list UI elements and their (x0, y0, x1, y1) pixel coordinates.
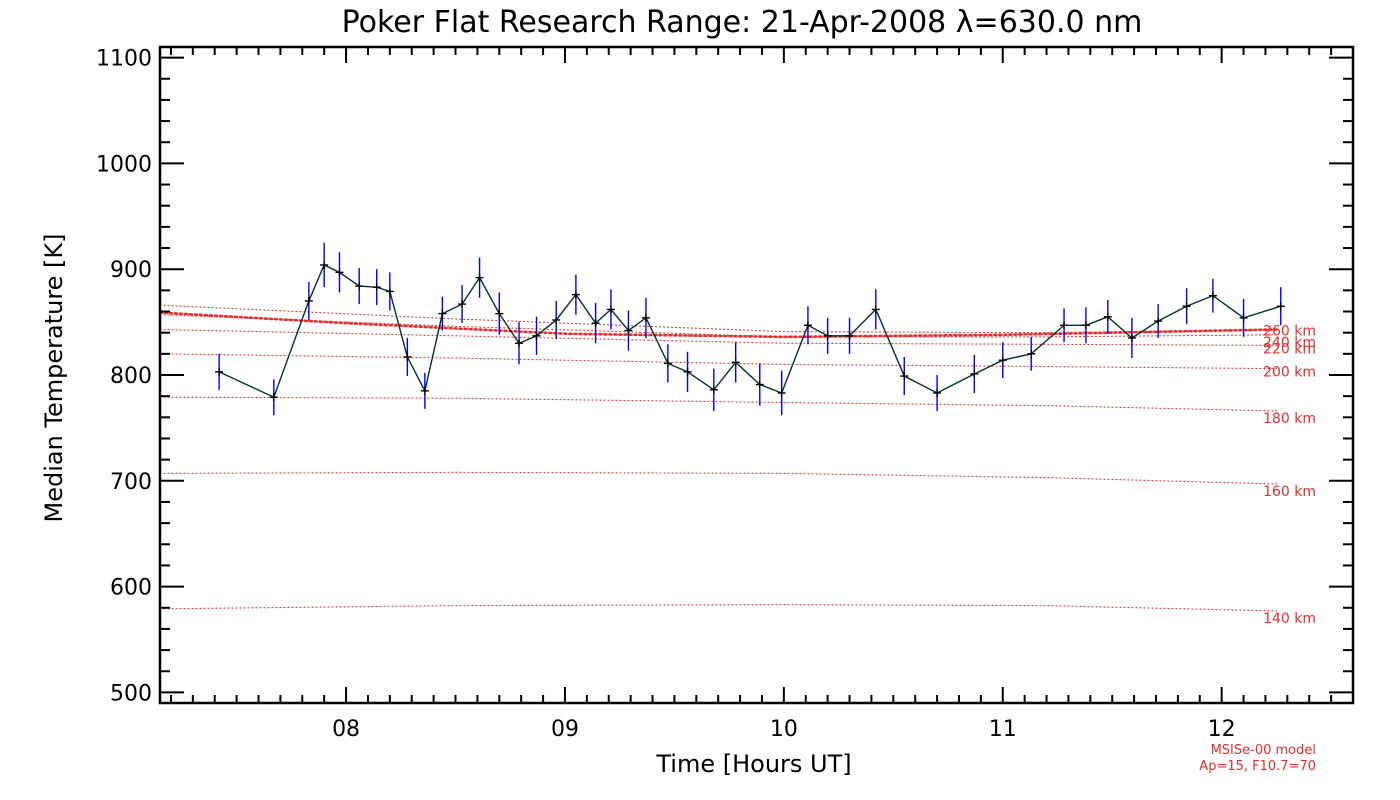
data-point (933, 388, 942, 397)
data-point (1027, 349, 1036, 358)
data-point (514, 339, 523, 348)
data-point (871, 305, 880, 314)
msis-model-label: 180 km (1263, 411, 1316, 427)
data-point (731, 358, 740, 367)
data-point (1103, 312, 1112, 321)
x-tick-label: 11 (989, 717, 1017, 742)
msis-model-line (159, 396, 1277, 412)
x-tick-label: 10 (770, 717, 798, 742)
chart-title: Poker Flat Research Range: 21-Apr-2008 λ… (342, 5, 1143, 40)
msis-model-label: 200 km (1263, 365, 1316, 381)
msis-model-label: 240 km (1263, 335, 1316, 351)
data-point (803, 321, 812, 330)
data-point (624, 326, 633, 335)
data-point (304, 296, 313, 305)
y-tick-label: 800 (110, 364, 152, 389)
data-point (571, 290, 580, 299)
msis-model-line (159, 471, 1277, 485)
data-point (663, 359, 672, 368)
data-point (1081, 321, 1090, 330)
data-point (335, 268, 344, 277)
data-point (320, 260, 329, 269)
data-line (218, 264, 1281, 399)
data-point (269, 393, 278, 402)
data-point (1276, 302, 1285, 311)
data-point (900, 372, 909, 381)
data-point (591, 319, 600, 328)
data-point (215, 367, 224, 376)
axes: 08 09 10 11 12 500 600 700 800 900 1000 1100 (96, 45, 1355, 742)
data-point (1182, 302, 1191, 311)
data-point (998, 356, 1007, 365)
data-point (709, 385, 718, 394)
msis-model-line (159, 604, 1277, 612)
msis-model-label: 140 km (1263, 611, 1316, 627)
data-point (475, 273, 484, 282)
data-point (845, 331, 854, 340)
data-point (552, 315, 561, 324)
data-point (1154, 317, 1163, 326)
data-point (1060, 321, 1069, 330)
y-tick-label: 1000 (96, 152, 152, 177)
y-tick-label: 900 (110, 258, 152, 283)
data-point (420, 386, 429, 395)
data-point (777, 388, 786, 397)
data-point (1239, 313, 1248, 322)
data-point (458, 300, 467, 309)
y-axis-label: Median Temperature [K] (40, 233, 68, 522)
msis-model-line (159, 304, 1277, 334)
model-note-line-1: MSISe-00 model (1211, 743, 1316, 758)
msis-model-label: 160 km (1263, 484, 1316, 500)
data-point (755, 380, 764, 389)
data-point (1208, 291, 1217, 300)
msis-model-label: 260 km (1263, 324, 1316, 340)
data-point (372, 283, 381, 292)
x-tick-label: 08 (332, 717, 360, 742)
x-axis-label: Time [Hours UT] (655, 750, 851, 778)
data-point (495, 309, 504, 318)
data-point (385, 287, 394, 296)
data-point (606, 305, 615, 314)
data-point (438, 309, 447, 318)
y-tick-label: 1100 (96, 47, 152, 72)
model-note: MSISe-00 model Ap=15, F10.7=70 (1199, 743, 1316, 774)
msis-model-line (159, 328, 1277, 346)
msis-model-label: 220 km (1263, 341, 1316, 357)
msis-model-line-fit (158, 311, 1278, 339)
x-tick-label: 09 (551, 717, 579, 742)
y-tick-label: 700 (110, 470, 152, 495)
data-point (355, 282, 364, 291)
data-point (970, 369, 979, 378)
y-tick-label: 500 (110, 681, 152, 706)
data-point (683, 367, 692, 376)
data-point (403, 353, 412, 362)
data-point (823, 331, 832, 340)
msis-model-line (159, 353, 1277, 370)
data-point (641, 313, 650, 322)
data-series (215, 260, 1285, 402)
data-point (532, 331, 541, 340)
y-tick-label: 600 (110, 576, 152, 601)
x-tick-label: 12 (1208, 717, 1236, 742)
data-point (1127, 333, 1136, 342)
model-note-line-2: Ap=15, F10.7=70 (1199, 759, 1316, 774)
